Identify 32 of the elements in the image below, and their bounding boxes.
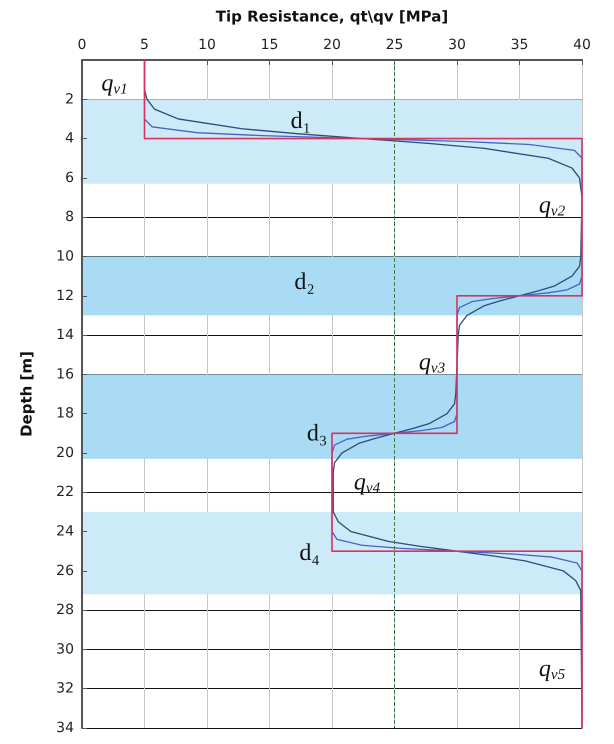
annotation: d₂ [294,269,315,296]
y-tick-label: 6 [65,170,74,186]
x-tick-label: 35 [510,37,528,53]
x-tick-label: 40 [573,37,591,53]
x-tick-label: 10 [198,37,216,53]
x-axis-title: Tip Resistance, qt\qv [MPa] [216,8,448,26]
y-tick-label: 12 [56,288,74,304]
y-tick-label: 28 [56,602,74,618]
x-tick-label: 15 [260,37,278,53]
y-tick-label: 16 [56,366,74,382]
y-tick-label: 14 [56,327,74,344]
y-tick-label: 20 [56,444,74,461]
y-axis-title: Depth [m] [18,351,36,437]
annotation: d₃ [306,420,328,446]
y-tick-label: 18 [56,406,74,422]
y-tick-label: 24 [56,524,74,540]
x-tick-label: 25 [386,37,404,53]
y-tick-label: 2 [65,91,74,108]
annotation: d₁ [290,108,311,134]
y-tick-label: 10 [56,248,74,264]
y-tick-label: 22 [56,484,74,500]
y-tick-label: 8 [65,209,74,226]
x-tick-label: 30 [448,37,466,53]
y-tick-label: 34 [56,720,74,736]
y-tick-label: 26 [56,562,74,579]
y-tick-label: 30 [56,641,74,658]
y-tick-label: 32 [56,680,74,697]
y-tick-label: 4 [65,130,74,147]
x-tick-label: 0 [78,37,86,53]
annotation: d₄ [299,540,320,566]
x-tick-label: 20 [323,37,341,53]
x-tick-label: 5 [140,37,149,53]
